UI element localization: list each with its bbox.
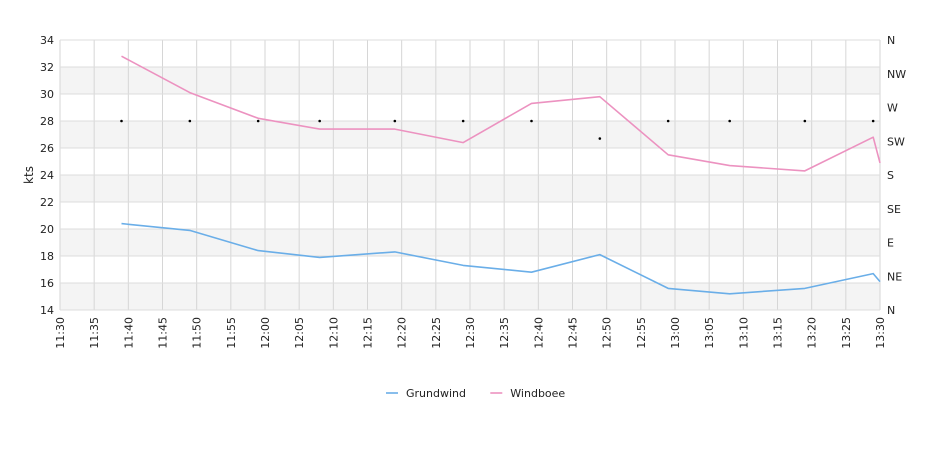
y-tick-label: 28 <box>40 115 54 128</box>
x-tick-label: 13:25 <box>840 317 853 349</box>
legend-label: Windboee <box>510 387 565 400</box>
direction-marker <box>188 119 192 123</box>
direction-tick-label: S <box>887 169 894 182</box>
direction-marker <box>666 119 670 123</box>
y-tick-label: 24 <box>40 169 54 182</box>
direction-marker <box>598 137 602 140</box>
direction-tick-label: E <box>887 237 894 250</box>
direction-marker <box>120 119 123 123</box>
series-lines <box>121 55 881 295</box>
y-axis-ticks: 14 16 18 20 22 24 26 28 30 32 34 <box>40 34 54 317</box>
x-tick-label: 11:50 <box>191 317 204 349</box>
series-line <box>121 222 881 295</box>
x-tick-label: 13:10 <box>737 317 750 349</box>
direction-marker <box>256 119 260 123</box>
x-tick-label: 13:20 <box>806 317 819 349</box>
x-tick-label: 12:20 <box>396 317 409 349</box>
y-tick-label: 30 <box>40 88 54 101</box>
direction-marker <box>871 119 875 123</box>
x-tick-label: 12:35 <box>498 317 511 349</box>
x-tick-label: 12:30 <box>464 317 477 349</box>
x-tick-label: 12:45 <box>567 317 580 349</box>
direction-tick-label: N <box>887 304 895 317</box>
x-tick-label: 11:45 <box>157 317 170 349</box>
direction-marker <box>318 119 321 123</box>
legend: Grundwind Windboee <box>386 387 565 400</box>
y-tick-label: 20 <box>40 223 54 236</box>
direction-marker <box>803 119 807 123</box>
x-tick-label: 12:40 <box>532 317 545 349</box>
direction-marker <box>461 119 465 123</box>
y-axis-title: kts <box>22 166 36 184</box>
x-tick-label: 11:55 <box>225 317 238 349</box>
x-tick-label: 12:00 <box>259 317 272 349</box>
x-tick-label: 13:30 <box>874 317 887 349</box>
x-axis-ticks: 11:30 11:35 11:40 11:45 11:50 11:55 12:00 12:05… <box>54 317 887 349</box>
x-tick-label: 13:05 <box>703 317 716 349</box>
y-tick-label: 18 <box>40 250 54 263</box>
series-line <box>121 55 881 172</box>
x-tick-label: 12:15 <box>362 317 375 349</box>
x-tick-label: 12:10 <box>327 317 340 349</box>
x-tick-label: 13:00 <box>669 317 682 349</box>
direction-tick-label: NE <box>887 270 902 283</box>
direction-marker <box>530 119 533 123</box>
x-tick-label: 12:05 <box>293 317 306 349</box>
x-tick-label: 13:15 <box>772 317 785 349</box>
direction-marker <box>393 119 397 123</box>
direction-tick-label: W <box>887 102 898 115</box>
direction-marker <box>728 119 731 123</box>
x-tick-label: 11:35 <box>88 317 101 349</box>
y-tick-label: 34 <box>40 34 54 47</box>
x-tick-label: 12:55 <box>635 317 648 349</box>
y-tick-label: 26 <box>40 142 54 155</box>
x-tick-label: 11:40 <box>122 317 135 349</box>
x-tick-label: 12:25 <box>430 317 443 349</box>
x-tick-label: 11:30 <box>54 317 67 349</box>
y-tick-label: 16 <box>40 277 54 290</box>
direction-tick-label: NW <box>887 68 906 81</box>
y-tick-label: 22 <box>40 196 54 209</box>
x-tick-label: 12:50 <box>601 317 614 349</box>
direction-tick-label: N <box>887 34 895 47</box>
direction-tick-label: SW <box>887 135 905 148</box>
direction-axis-ticks: N NE E SE S SW W NW N <box>887 34 906 317</box>
direction-markers <box>120 119 875 140</box>
y-tick-label: 14 <box>40 304 54 317</box>
direction-tick-label: SE <box>887 203 901 216</box>
legend-label: Grundwind <box>406 387 466 400</box>
horizontal-gridlines <box>60 39 880 311</box>
y-tick-label: 32 <box>40 61 54 74</box>
